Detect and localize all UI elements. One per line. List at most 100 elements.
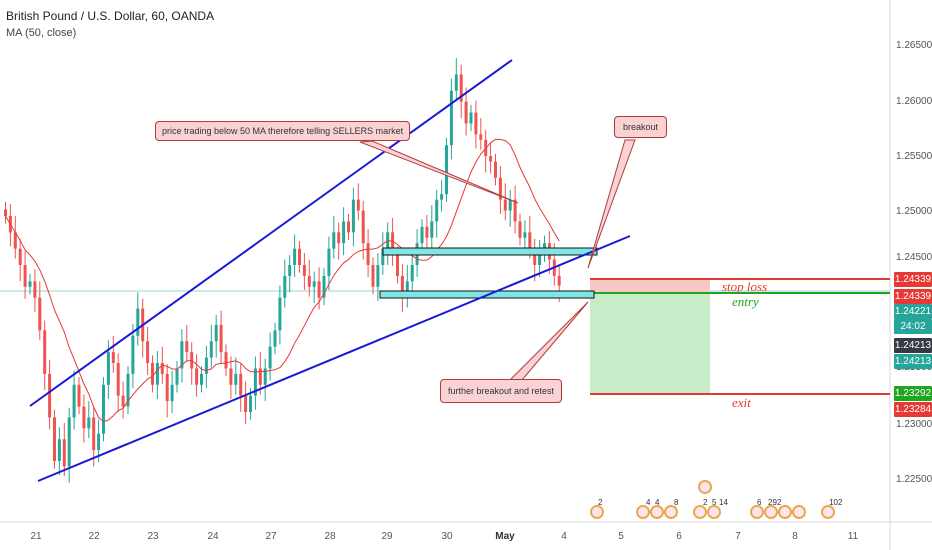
candle-body bbox=[229, 368, 233, 385]
indicator-legend[interactable]: MA (50, close) bbox=[6, 27, 77, 39]
candle-body bbox=[430, 221, 434, 238]
event-flag-icon[interactable] bbox=[664, 505, 678, 519]
candle-body bbox=[449, 90, 453, 146]
candle-body bbox=[435, 199, 439, 222]
price-tag: 1.24339 bbox=[894, 289, 932, 304]
price-tag: 1.23284 bbox=[894, 402, 932, 417]
candle-body bbox=[43, 330, 47, 374]
event-count: 102 bbox=[829, 498, 843, 507]
event-flag-icon[interactable] bbox=[698, 480, 712, 494]
candle-body bbox=[170, 384, 174, 402]
price-tick-label: 1.25500 bbox=[896, 151, 932, 162]
candle-body bbox=[151, 363, 154, 385]
candle-body bbox=[38, 297, 42, 331]
candle-body bbox=[327, 248, 331, 276]
candle-body bbox=[53, 417, 56, 461]
stop-loss-label: stop loss bbox=[722, 279, 768, 294]
price-tick-label: 1.26500 bbox=[896, 40, 932, 51]
candle-body bbox=[214, 324, 218, 342]
time-tick-label: 6 bbox=[676, 531, 682, 542]
ma-note-pointer bbox=[359, 140, 519, 204]
event-flag-icon[interactable] bbox=[707, 505, 721, 519]
time-tick-label: 7 bbox=[735, 531, 741, 542]
candle-body bbox=[244, 395, 248, 412]
candle-body bbox=[77, 384, 81, 407]
event-flag-icon[interactable] bbox=[778, 505, 792, 519]
candle-body bbox=[155, 363, 159, 385]
candle-body bbox=[160, 363, 164, 374]
retest-pointer bbox=[508, 301, 589, 381]
event-flag-icon[interactable] bbox=[792, 505, 806, 519]
price-tick-label: 1.23000 bbox=[896, 419, 932, 430]
candle-body bbox=[405, 281, 409, 298]
candle-body bbox=[131, 335, 135, 374]
event-flag-icon[interactable] bbox=[650, 505, 664, 519]
candle-body bbox=[381, 248, 385, 265]
candle-body bbox=[116, 363, 120, 396]
time-tick-label: May bbox=[495, 531, 515, 542]
candle-body bbox=[302, 265, 306, 276]
candle-body bbox=[268, 346, 272, 369]
time-tick-label: 27 bbox=[265, 531, 277, 542]
event-flag-icon[interactable] bbox=[590, 505, 604, 519]
candle-body bbox=[111, 352, 115, 363]
candle-body bbox=[371, 265, 375, 287]
candle-body bbox=[513, 199, 517, 222]
price-tag: 24:02 bbox=[894, 319, 932, 334]
price-tick-label: 1.25000 bbox=[896, 206, 932, 217]
candle-body bbox=[440, 194, 444, 200]
candle-body bbox=[87, 417, 91, 429]
candle-body bbox=[82, 406, 86, 429]
candle-body bbox=[278, 297, 282, 331]
candle-body bbox=[459, 74, 463, 102]
candle-body bbox=[195, 368, 199, 385]
candle-body bbox=[283, 275, 287, 298]
event-flag-icon[interactable] bbox=[750, 505, 764, 519]
candle-body bbox=[180, 341, 184, 369]
candle-body bbox=[33, 281, 37, 298]
event-count: 2 bbox=[598, 498, 603, 507]
candle-body bbox=[489, 156, 493, 162]
candle-body bbox=[92, 417, 96, 451]
time-tick-label: 5 bbox=[618, 531, 624, 542]
candle-body bbox=[445, 145, 448, 195]
candle-body bbox=[337, 232, 341, 244]
candle-body bbox=[376, 265, 380, 287]
exit-label: exit bbox=[732, 395, 751, 410]
candle-body bbox=[351, 199, 355, 233]
candle-body bbox=[121, 395, 125, 407]
candle-body bbox=[317, 281, 321, 298]
candle-body bbox=[136, 308, 140, 336]
time-tick-label: 22 bbox=[88, 531, 100, 542]
candle-body bbox=[224, 352, 228, 369]
candle-body bbox=[523, 232, 527, 238]
candle-body bbox=[263, 368, 267, 385]
candle-body bbox=[508, 199, 512, 211]
candle-body bbox=[106, 352, 110, 385]
candle-body bbox=[253, 368, 257, 396]
event-count: 6 bbox=[757, 498, 762, 507]
lower-trendline bbox=[37, 235, 631, 482]
breakout-pointer bbox=[587, 139, 636, 269]
event-flag-icon[interactable] bbox=[636, 505, 650, 519]
candle-body bbox=[57, 439, 61, 461]
candle-body bbox=[332, 232, 336, 249]
candle-body bbox=[209, 341, 213, 358]
candle-body bbox=[469, 112, 473, 124]
time-tick-label: 8 bbox=[792, 531, 798, 542]
candle-body bbox=[503, 199, 507, 211]
candle-body bbox=[165, 373, 169, 402]
candle-body bbox=[23, 265, 27, 287]
event-count: 4 bbox=[655, 498, 660, 507]
event-flag-icon[interactable] bbox=[764, 505, 778, 519]
event-flag-icon[interactable] bbox=[693, 505, 707, 519]
candle-body bbox=[239, 373, 243, 396]
candle-body bbox=[185, 341, 189, 353]
candle-body bbox=[518, 221, 522, 238]
symbol-title[interactable]: British Pound / U.S. Dollar, 60, OANDA bbox=[6, 9, 215, 23]
event-flag-icon[interactable] bbox=[821, 505, 835, 519]
time-tick-label: 23 bbox=[147, 531, 159, 542]
candle-body bbox=[528, 232, 532, 249]
candle-body bbox=[28, 281, 32, 287]
